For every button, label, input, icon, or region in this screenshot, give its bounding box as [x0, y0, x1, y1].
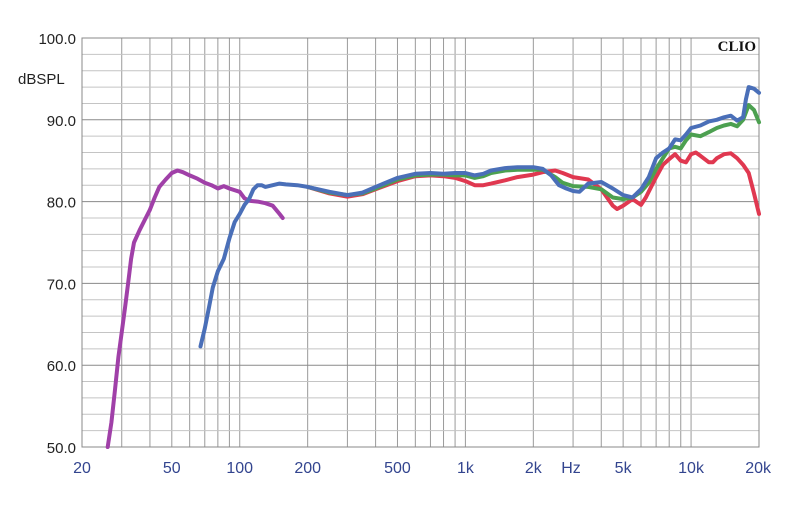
x-tick-label: 200 — [294, 460, 321, 477]
plot-frame — [81, 37, 760, 448]
x-tick-label: 100 — [226, 460, 253, 477]
y-tick-label: 80.0 — [47, 195, 76, 212]
clio-brand-label: CLIO — [718, 39, 756, 55]
y-tick-label: 70.0 — [47, 276, 76, 293]
x-tick-labels: 20 50 100 200 500 1k 2k 5k 10k 20k — [73, 460, 772, 477]
x-tick-label: 10k — [678, 460, 705, 477]
y-axis-label: dBSPL — [18, 71, 65, 88]
y-tick-label: 50.0 — [47, 440, 76, 457]
x-tick-label: 20k — [745, 460, 772, 477]
series-line-1 — [105, 168, 285, 449]
x-tick-label: 2k — [525, 460, 543, 477]
x-tick-label: 20 — [73, 460, 91, 477]
y-tick-label: 60.0 — [47, 358, 76, 375]
y-tick-labels: 100.0 90.0 80.0 70.0 60.0 50.0 — [38, 31, 76, 457]
x-axis-unit: Hz — [561, 460, 581, 477]
y-tick-label: 90.0 — [47, 113, 76, 130]
x-tick-label: 1k — [457, 460, 475, 477]
y-tick-label: 100.0 — [38, 31, 76, 48]
series-line-4 — [198, 85, 761, 349]
x-tick-label: 5k — [615, 460, 633, 477]
x-tick-label: 50 — [163, 460, 181, 477]
grid — [81, 37, 760, 448]
series-group — [105, 85, 761, 449]
x-tick-label: 500 — [384, 460, 411, 477]
